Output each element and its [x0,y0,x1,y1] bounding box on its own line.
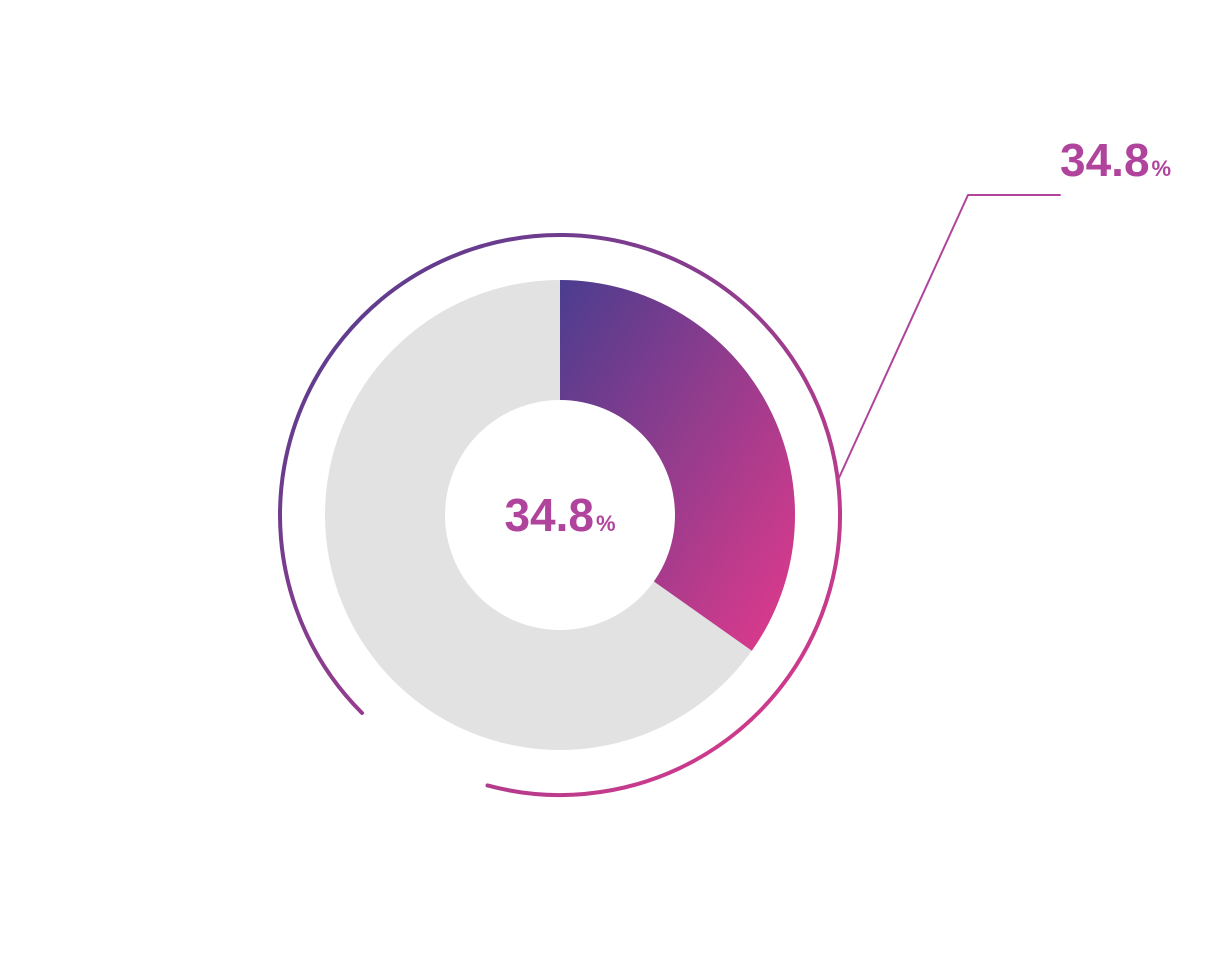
center-percentage-label: 34.8% [504,488,615,542]
callout-leader-line [838,195,1060,480]
callout-percentage-value: 34.8 [1060,134,1150,186]
chart-canvas: { "chart": { "type": "donut", "value": 3… [0,0,1225,980]
callout-percentage-symbol: % [1152,156,1172,181]
center-percentage-symbol: % [596,511,616,536]
center-percentage-value: 34.8 [504,489,594,541]
callout-percentage-label: 34.8% [1060,133,1171,187]
